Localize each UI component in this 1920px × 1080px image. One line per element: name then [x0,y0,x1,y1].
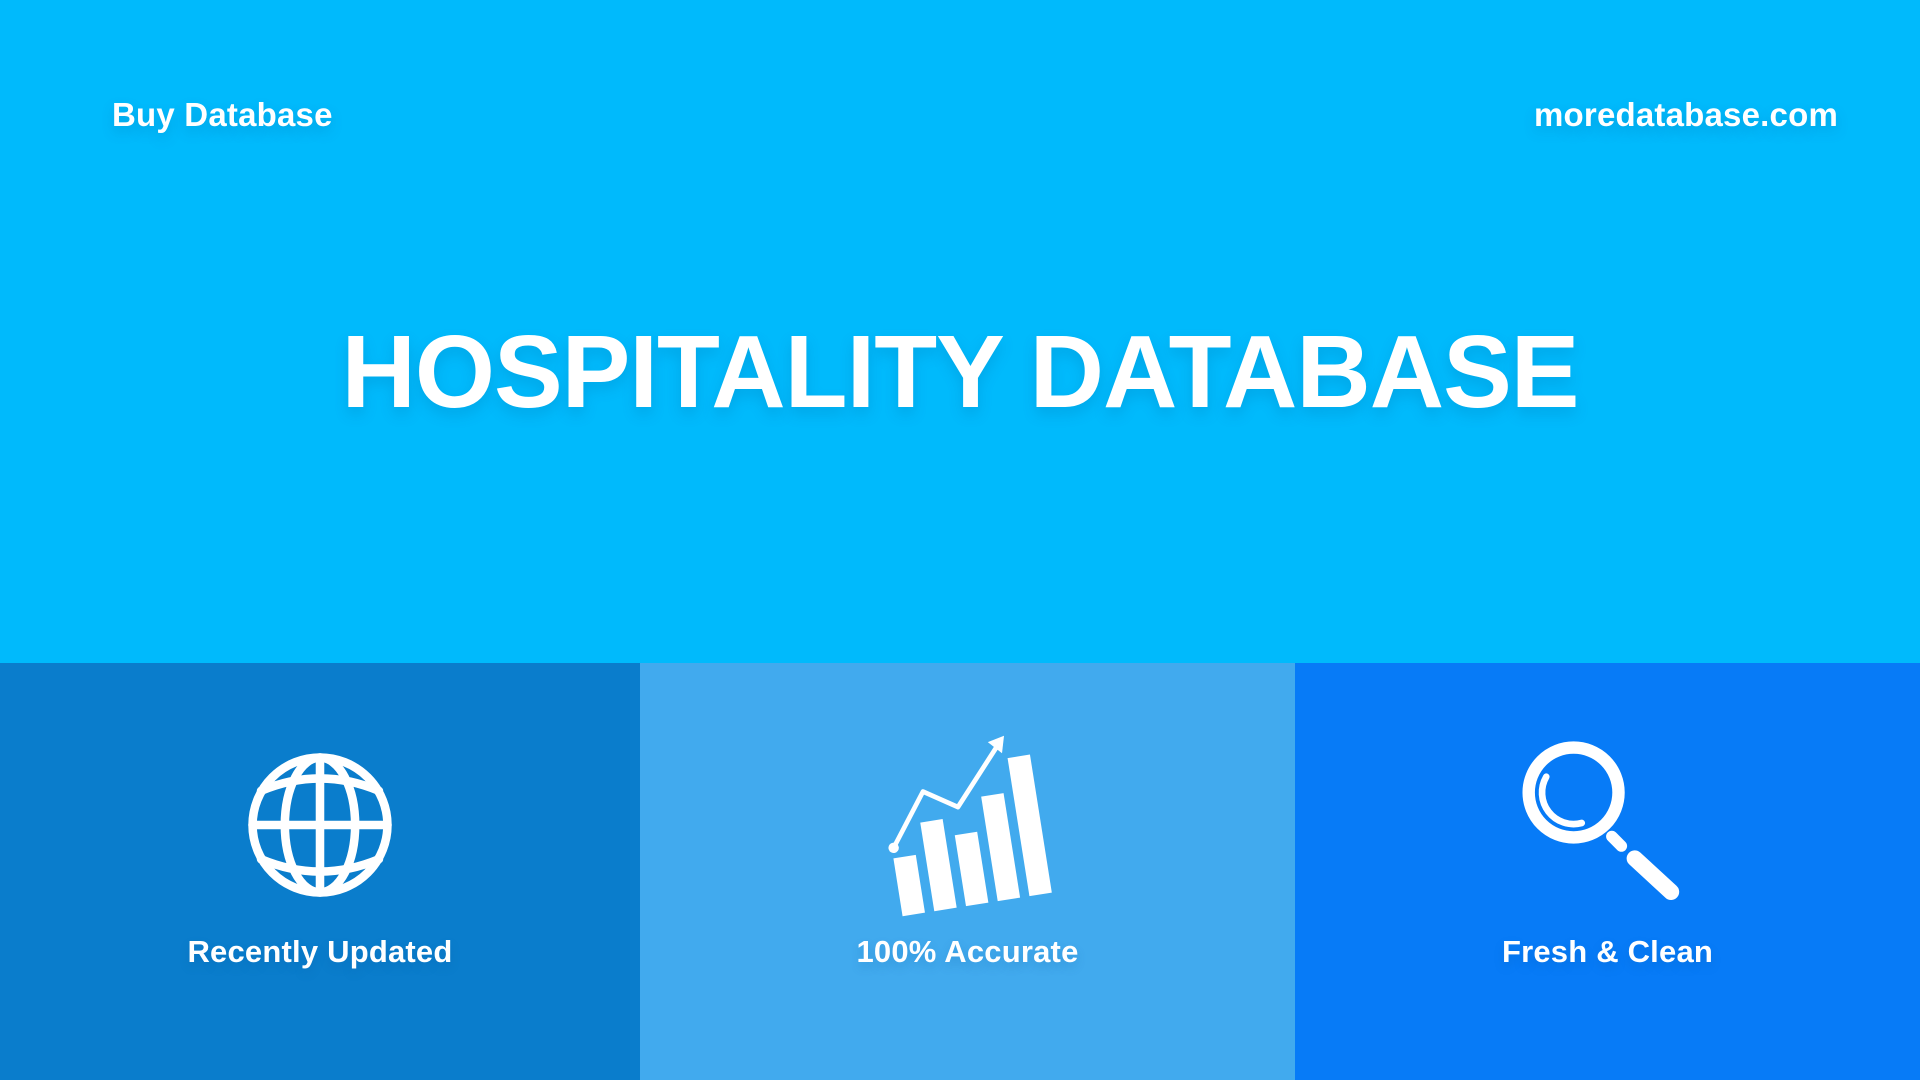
page-title: HOSPITALITY DATABASE [341,314,1579,429]
hero-section: Buy Database moredatabase.com HOSPITALIT… [0,0,1920,663]
website-url[interactable]: moredatabase.com [1534,96,1838,133]
bar-chart-icon [883,725,1053,925]
feature-panel-recently-updated: Recently Updated [0,663,640,1080]
feature-panel-accurate: 100% Accurate [640,663,1295,1080]
feature-label-recently-updated: Recently Updated [187,934,453,969]
feature-panel-fresh-clean: Fresh & Clean [1295,663,1920,1080]
globe-icon [244,725,396,925]
magnifier-icon [1521,725,1694,925]
feature-label-accurate: 100% Accurate [856,934,1079,969]
feature-label-fresh-clean: Fresh & Clean [1501,934,1714,969]
header-bar: Buy Database moredatabase.com [0,96,1920,134]
feature-row: Recently Updated [0,663,1920,1080]
brand-text[interactable]: Buy Database [112,96,333,133]
